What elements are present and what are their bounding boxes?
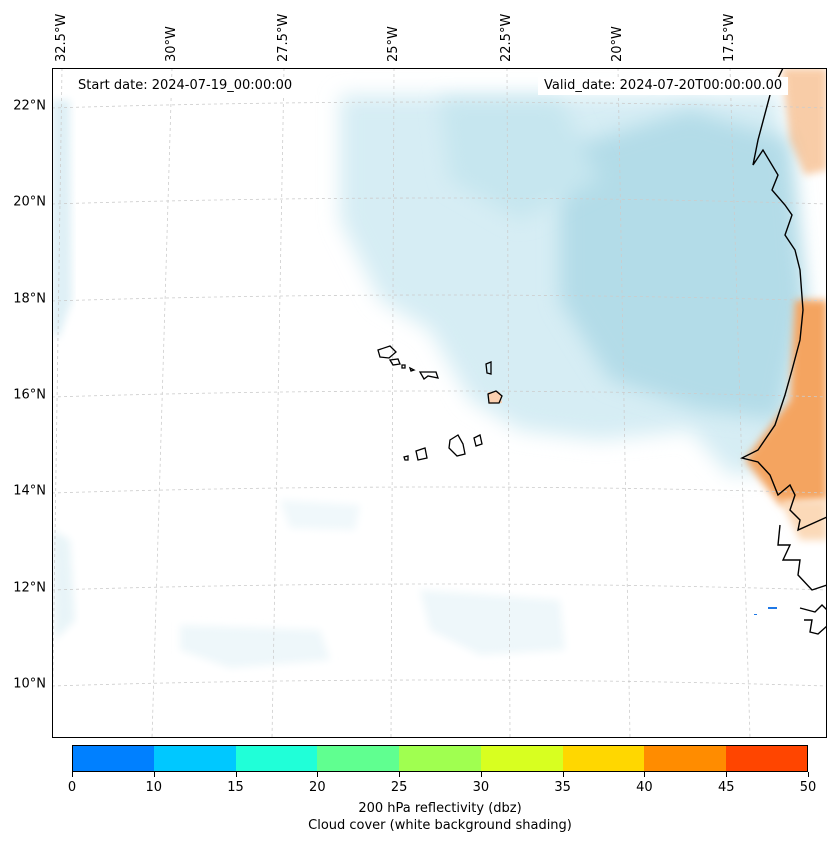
colorbar-swatch [399, 745, 482, 772]
colorbar-tick [480, 772, 482, 777]
colorbar-tick [235, 772, 237, 777]
colorbar-sublabel: Cloud cover (white background shading) [308, 818, 572, 833]
colorbar-tick-label: 15 [227, 780, 244, 795]
colorbar-tick [726, 772, 728, 777]
land-heat-shading [488, 68, 827, 615]
lat-label: 14°N [13, 483, 46, 499]
colorbar-tick-label: 0 [67, 780, 77, 795]
colorbar-swatch [72, 745, 155, 772]
island-fogo [415, 447, 428, 461]
colorbar-tick-label: 50 [799, 780, 817, 795]
colorbar-tick [644, 772, 646, 777]
lat-label: 20°N [13, 194, 46, 210]
colorbar-tick [153, 772, 155, 777]
lat-label: 12°N [13, 580, 46, 596]
lon-label: 32.5°W [54, 13, 69, 62]
coastline [739, 68, 827, 635]
colorbar-tick-label: 25 [390, 780, 408, 795]
cape-verde-islands [377, 345, 503, 461]
start-date-label: Start date: 2024-07-19_00:00:00 [72, 77, 299, 95]
lat-label: 16°N [13, 387, 46, 403]
colorbar-tick-label: 10 [145, 780, 163, 795]
colorbar-swatch [562, 745, 645, 772]
lon-label: 27.5°W [276, 13, 291, 62]
colorbar-swatch [235, 745, 318, 772]
colorbar-tick-label: 30 [472, 780, 490, 795]
map-frame [52, 68, 827, 738]
colorbar-tick [317, 772, 319, 777]
lat-label: 22°N [13, 98, 46, 114]
colorbar-swatch [317, 745, 400, 772]
colorbar-tick-label: 35 [554, 780, 571, 795]
island-sao-vicente [388, 358, 401, 366]
colorbar-tick [399, 772, 401, 777]
island-maio [473, 434, 483, 447]
colorbar-tick [808, 772, 809, 777]
colorbar-tick [72, 772, 73, 777]
colorbar-swatch [726, 745, 809, 772]
colorbar-tick-label: 20 [309, 780, 326, 795]
graticule [52, 68, 827, 738]
lon-label: 22.5°W [499, 13, 514, 62]
colorbar-tick [562, 772, 564, 777]
island-boa-vista [487, 390, 503, 404]
lon-label: 20°W [610, 26, 625, 62]
lat-label: 18°N [13, 291, 46, 307]
lat-label: 10°N [13, 676, 46, 692]
colorbar-swatch [480, 745, 564, 772]
colorbar-swatch [153, 745, 237, 772]
lon-label: 17.5°W [722, 13, 737, 62]
valid-date-label: Valid_date: 2024-07-20T00:00:00.00 [538, 77, 789, 95]
colorbar-label: 200 hPa reflectivity (dbz) [358, 801, 522, 816]
island-sal [485, 361, 492, 375]
lon-label: 25°W [386, 26, 401, 62]
colorbar-tick-label: 45 [717, 780, 735, 795]
colorbar-swatch [644, 745, 727, 772]
island-santo-antao [377, 345, 397, 359]
island-sao-nicolau [418, 371, 439, 380]
colorbar-tick-label: 40 [636, 780, 653, 795]
island-brava [403, 455, 409, 461]
cloud-cover-shading [52, 95, 805, 668]
island-santiago [448, 434, 466, 457]
lon-label: 30°W [164, 26, 179, 62]
colorbar-frame [72, 745, 808, 772]
